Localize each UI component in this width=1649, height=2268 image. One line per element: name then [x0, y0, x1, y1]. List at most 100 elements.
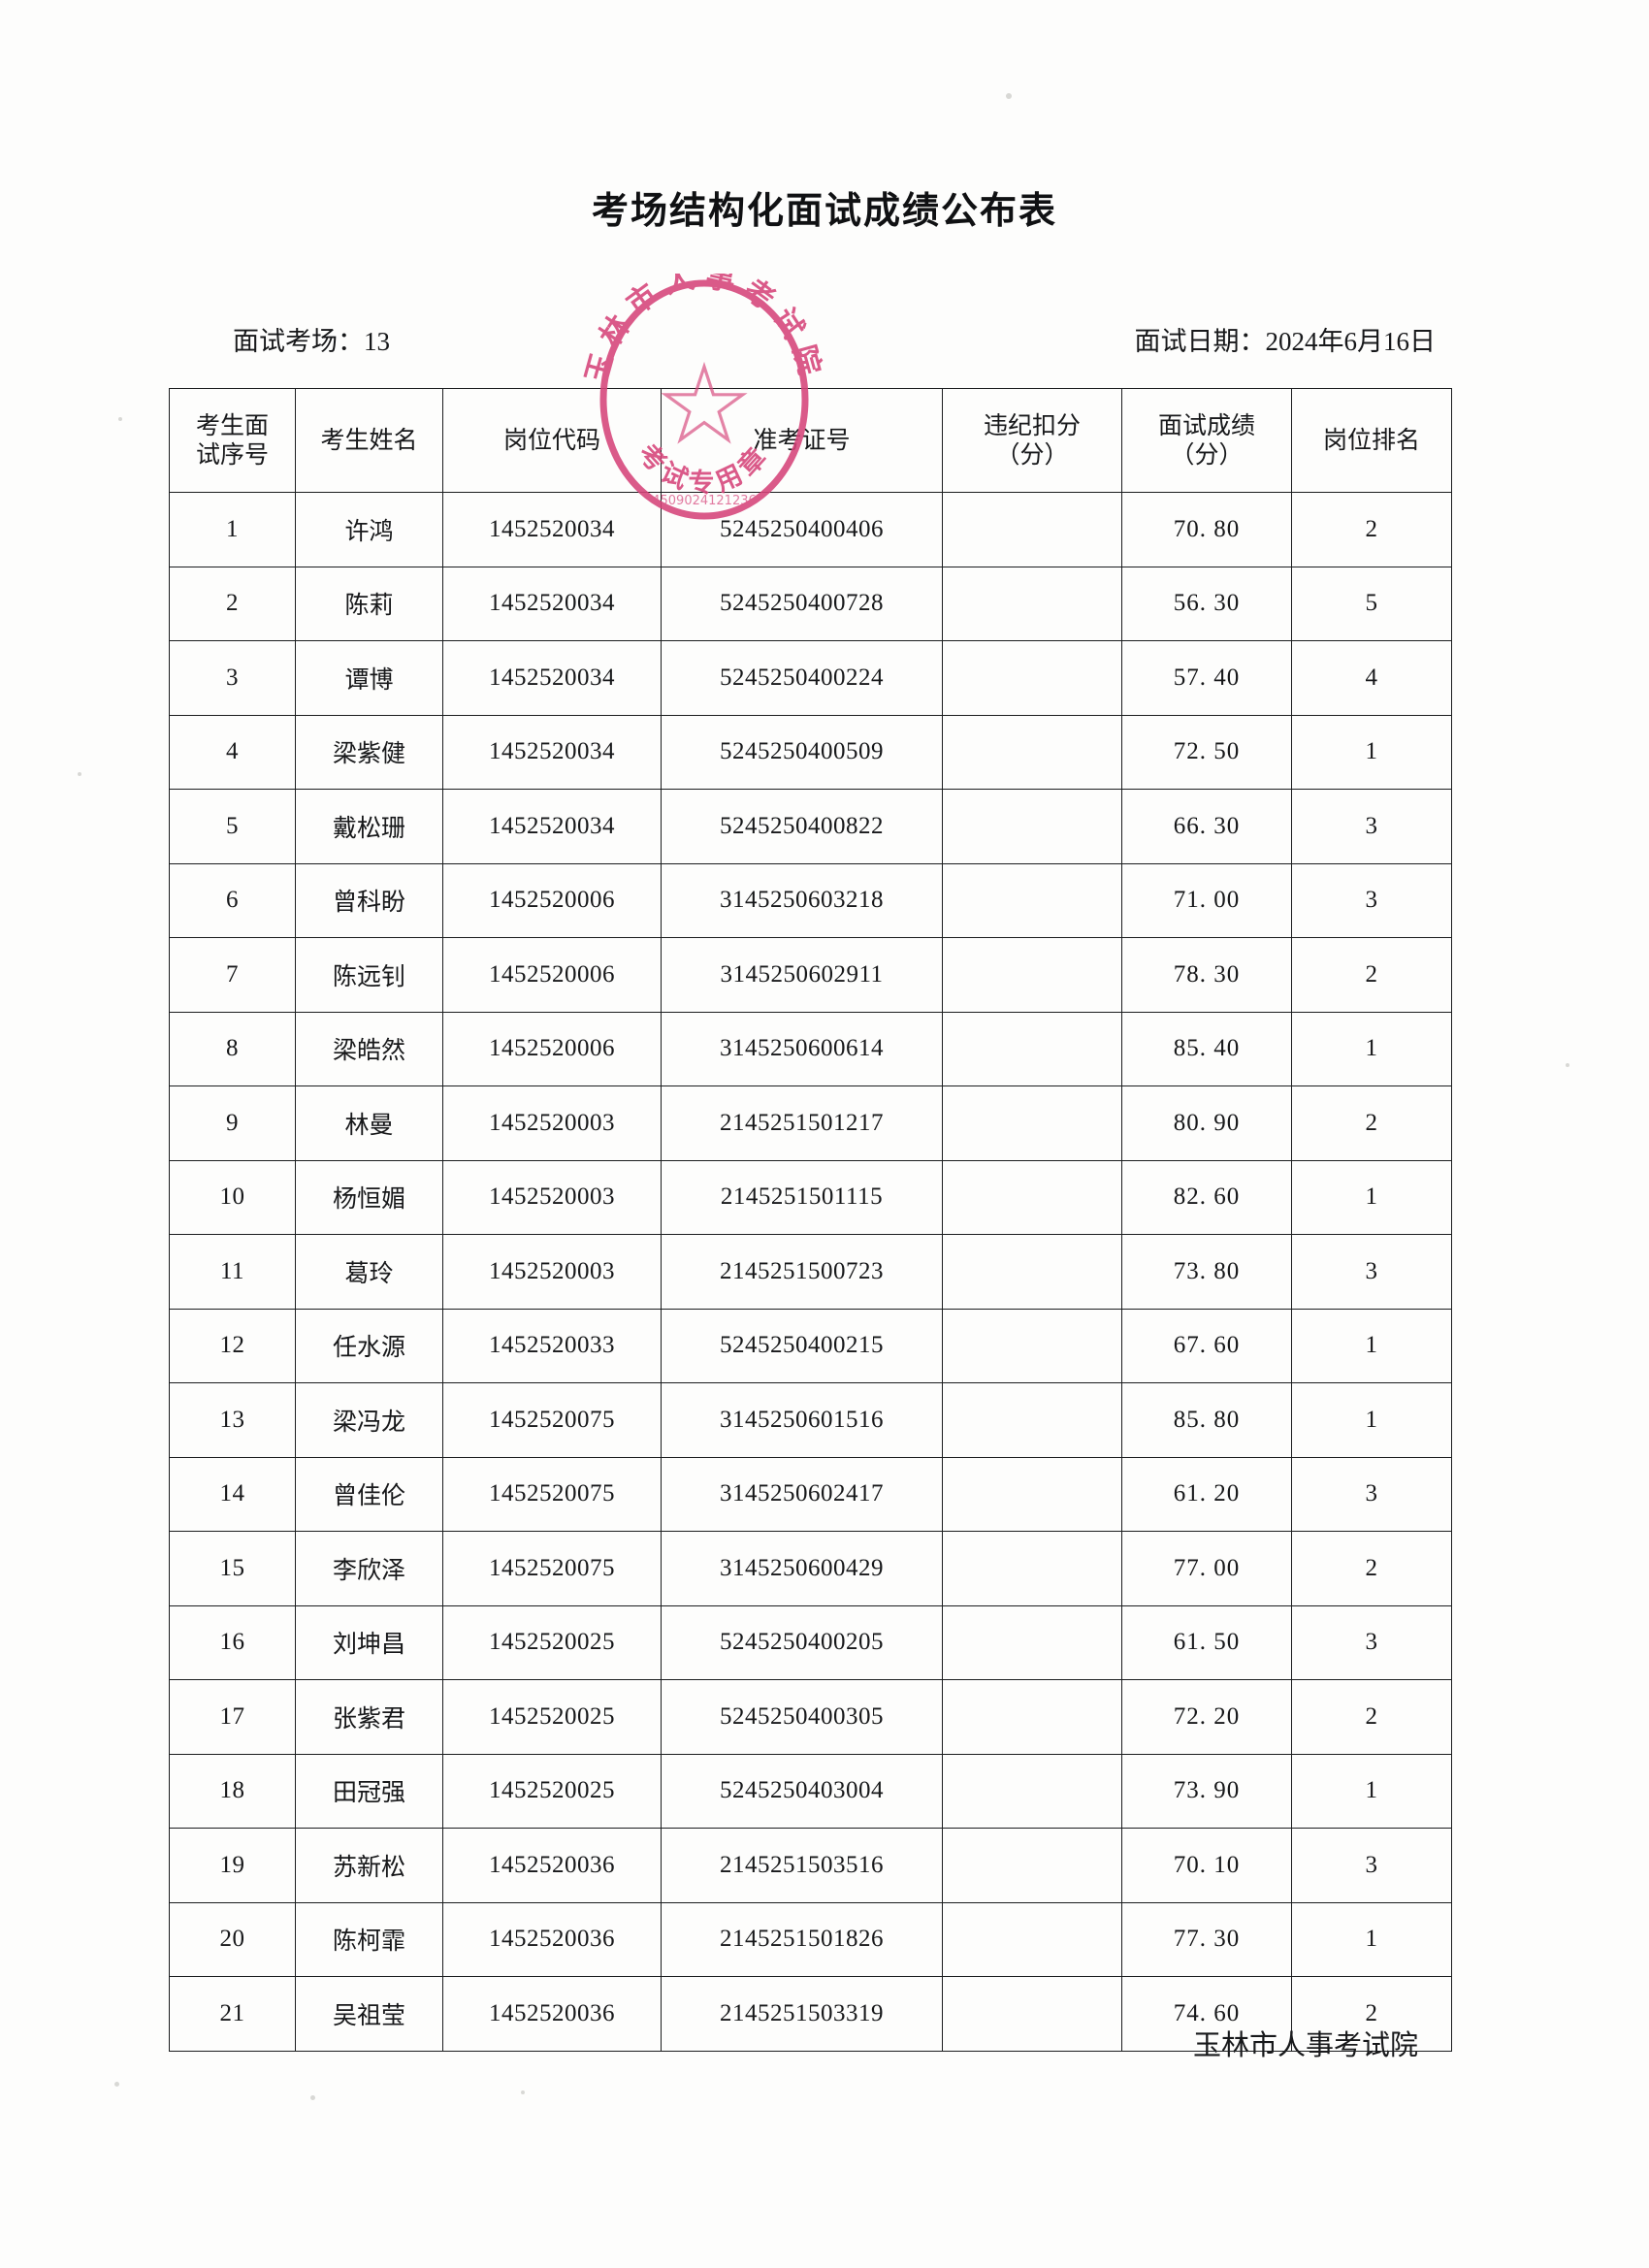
cell-ticket-number: 3145250602417	[661, 1456, 943, 1532]
table-row: 14 曾佳伦 1452520075 3145250602417 61. 20 3	[169, 1456, 1452, 1532]
cell-ticket-number: 3145250600614	[661, 1011, 943, 1086]
table-row: 1 许鸿 1452520034 5245250400406 70. 80 2	[169, 492, 1452, 567]
cell-deduction	[942, 789, 1122, 864]
cell-score: 61. 50	[1121, 1604, 1292, 1680]
cell-deduction	[942, 1011, 1122, 1086]
cell-ticket-number: 2145251500723	[661, 1234, 943, 1310]
cell-sequence: 6	[169, 862, 296, 938]
cell-ticket-number: 5245250400305	[661, 1679, 943, 1755]
cell-deduction	[942, 1456, 1122, 1532]
column-header-post-code-line1: 岗位代码	[502, 425, 600, 454]
cell-post-code: 1452520003	[442, 1234, 662, 1310]
cell-rank: 2	[1291, 1679, 1452, 1755]
table-header-row: 考生面 试序号 考生姓名 岗位代码 准考证号 违纪扣分 （分） 面试成绩	[169, 388, 1452, 493]
cell-ticket-number: 2145251501115	[661, 1159, 943, 1235]
cell-deduction	[942, 1531, 1122, 1606]
cell-candidate-name: 陈莉	[295, 566, 443, 641]
cell-post-code: 1452520036	[442, 1901, 662, 1977]
cell-rank: 2	[1291, 1085, 1452, 1161]
cell-candidate-name: 张紫君	[295, 1679, 443, 1755]
table-row: 15 李欣泽 1452520075 3145250600429 77. 00 2	[169, 1531, 1452, 1606]
column-header-deduction: 违纪扣分 （分）	[942, 388, 1122, 493]
column-header-sequence: 考生面 试序号	[169, 388, 296, 493]
cell-candidate-name: 李欣泽	[295, 1531, 443, 1606]
cell-score: 73. 90	[1121, 1753, 1292, 1829]
exam-room-field: 面试考场：13	[233, 320, 390, 358]
cell-score: 85. 80	[1121, 1382, 1292, 1458]
cell-deduction	[942, 1679, 1122, 1755]
cell-score: 80. 90	[1121, 1085, 1292, 1161]
scan-speck	[78, 772, 81, 776]
cell-post-code: 1452520025	[442, 1679, 662, 1755]
cell-sequence: 4	[169, 714, 296, 790]
cell-ticket-number: 5245250400728	[661, 566, 943, 641]
scan-speck	[118, 417, 122, 421]
cell-ticket-number: 5245250400406	[661, 492, 943, 567]
cell-candidate-name: 曾佳伦	[295, 1456, 443, 1532]
scan-speck	[1006, 93, 1012, 99]
table-row: 19 苏新松 1452520036 2145251503516 70. 10 3	[169, 1828, 1452, 1903]
cell-sequence: 7	[169, 937, 296, 1013]
cell-candidate-name: 任水源	[295, 1308, 443, 1383]
cell-ticket-number: 3145250603218	[661, 862, 943, 938]
cell-ticket-number: 5245250400205	[661, 1604, 943, 1680]
cell-sequence: 21	[169, 1976, 296, 2052]
cell-score: 67. 60	[1121, 1308, 1292, 1383]
cell-sequence: 10	[169, 1159, 296, 1235]
cell-post-code: 1452520036	[442, 1828, 662, 1903]
cell-candidate-name: 曾科盼	[295, 862, 443, 938]
cell-score: 73. 80	[1121, 1234, 1292, 1310]
cell-candidate-name: 刘坤昌	[295, 1604, 443, 1680]
cell-ticket-number: 5245250400224	[661, 640, 943, 716]
cell-post-code: 1452520025	[442, 1604, 662, 1680]
cell-rank: 1	[1291, 1901, 1452, 1977]
cell-sequence: 1	[169, 492, 296, 567]
cell-rank: 2	[1291, 492, 1452, 567]
cell-rank: 1	[1291, 1159, 1452, 1235]
cell-rank: 3	[1291, 1604, 1452, 1680]
cell-rank: 2	[1291, 1976, 1452, 2052]
table-row: 18 田冠强 1452520025 5245250403004 73. 90 1	[169, 1753, 1452, 1829]
table-row: 9 林曼 1452520003 2145251501217 80. 90 2	[169, 1085, 1452, 1161]
cell-candidate-name: 陈远钊	[295, 937, 443, 1013]
cell-post-code: 1452520075	[442, 1382, 662, 1458]
table-row: 8 梁皓然 1452520006 3145250600614 85. 40 1	[169, 1011, 1452, 1086]
cell-rank: 1	[1291, 1308, 1452, 1383]
cell-rank: 1	[1291, 1011, 1452, 1086]
table-row: 13 梁冯龙 1452520075 3145250601516 85. 80 1	[169, 1382, 1452, 1458]
column-header-ticket-number: 准考证号	[661, 388, 943, 493]
exam-date-value: 2024年6月16日	[1265, 327, 1437, 356]
cell-score: 82. 60	[1121, 1159, 1292, 1235]
scan-speck	[521, 2090, 525, 2094]
exam-date-field: 面试日期：2024年6月16日	[1135, 320, 1437, 358]
cell-rank: 3	[1291, 1456, 1452, 1532]
cell-score: 70. 10	[1121, 1828, 1292, 1903]
exam-date-label: 面试日期：	[1134, 327, 1266, 356]
cell-post-code: 1452520034	[442, 640, 662, 716]
cell-score: 71. 00	[1121, 862, 1292, 938]
cell-score: 74. 60	[1121, 1976, 1292, 2052]
table-row: 12 任水源 1452520033 5245250400215 67. 60 1	[169, 1308, 1452, 1383]
cell-score: 72. 20	[1121, 1679, 1292, 1755]
cell-candidate-name: 吴祖莹	[295, 1976, 443, 2052]
cell-deduction	[942, 492, 1122, 567]
cell-sequence: 5	[169, 789, 296, 864]
table-row: 3 谭博 1452520034 5245250400224 57. 40 4	[169, 640, 1452, 716]
cell-sequence: 18	[169, 1753, 296, 1829]
cell-candidate-name: 谭博	[295, 640, 443, 716]
scan-speck	[1566, 1063, 1569, 1067]
column-header-score-line2: （分）	[1170, 440, 1244, 469]
cell-rank: 3	[1291, 1234, 1452, 1310]
cell-deduction	[942, 1901, 1122, 1977]
cell-rank: 3	[1291, 1828, 1452, 1903]
cell-score: 56. 30	[1121, 566, 1292, 641]
cell-rank: 1	[1291, 1753, 1452, 1829]
cell-post-code: 1452520006	[442, 1011, 662, 1086]
cell-deduction	[942, 566, 1122, 641]
cell-candidate-name: 许鸿	[295, 492, 443, 567]
cell-sequence: 13	[169, 1382, 296, 1458]
scan-speck	[114, 2082, 119, 2087]
cell-score: 61. 20	[1121, 1456, 1292, 1532]
meta-row: 面试考场：13 面试日期：2024年6月16日	[233, 320, 1436, 359]
